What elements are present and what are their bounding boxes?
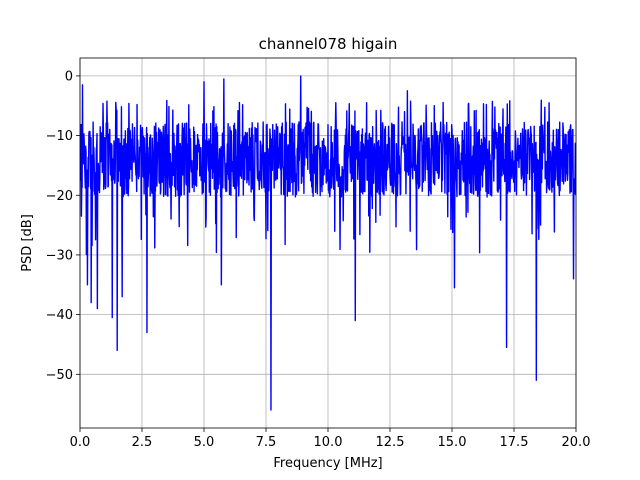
- x-tick-label: 10.0: [314, 435, 343, 450]
- x-tick-label: 0.0: [70, 435, 91, 450]
- y-tick-label: 0: [65, 69, 73, 84]
- y-tick-label: −50: [46, 368, 73, 383]
- y-tick-label: −40: [46, 308, 73, 323]
- axis-ticks: 0.0 2.5 5.0 7.5 10.0 12.5 15.0 17.5 20.0 0 −10 −20 −…: [46, 69, 591, 450]
- x-tick-label: 15.0: [438, 435, 467, 450]
- series-layer: [80, 76, 576, 410]
- y-tick-label: −10: [46, 129, 73, 144]
- x-tick-label: 20.0: [562, 435, 591, 450]
- psd-series-line: [80, 76, 576, 410]
- x-axis-label: Frequency [MHz]: [273, 456, 382, 471]
- x-tick-label: 2.5: [132, 435, 153, 450]
- y-tick-label: −30: [46, 248, 73, 263]
- x-tick-label: 5.0: [194, 435, 215, 450]
- chart-title: channel078 higain: [259, 35, 398, 53]
- x-tick-label: 7.5: [256, 435, 277, 450]
- y-tick-label: −20: [46, 189, 73, 204]
- x-tick-label: 12.5: [376, 435, 405, 450]
- y-axis-label: PSD [dB]: [20, 214, 35, 272]
- x-tick-label: 17.5: [500, 435, 529, 450]
